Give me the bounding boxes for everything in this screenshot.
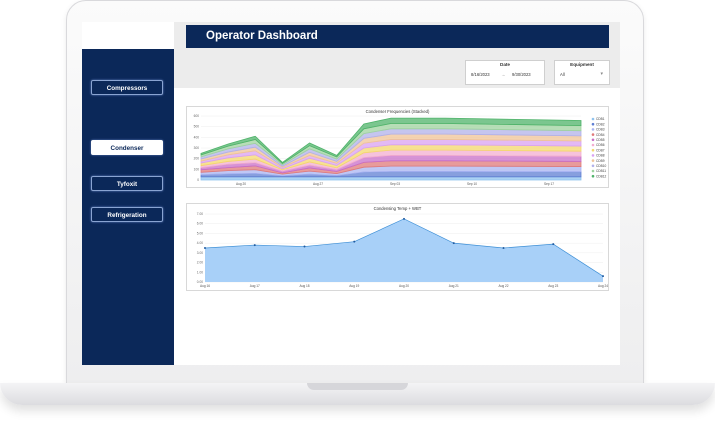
y-tick-label: 7.00 bbox=[197, 212, 203, 216]
data-point bbox=[552, 243, 555, 246]
x-tick-label: Aug 16 bbox=[200, 284, 210, 288]
y-tick-label: 0.00 bbox=[197, 280, 203, 284]
x-tick-label: Aug 19 bbox=[349, 284, 359, 288]
x-tick-label: Aug 21 bbox=[449, 284, 459, 288]
legend-swatch bbox=[591, 122, 595, 126]
y-tick-label: 600 bbox=[194, 114, 200, 118]
legend-label: CDB1 bbox=[596, 117, 605, 121]
date-range-arrow-icon: → bbox=[501, 72, 506, 77]
date-filter: Date 8/16/2023 → 9/30/2023 bbox=[465, 60, 545, 85]
data-point bbox=[253, 244, 256, 247]
legend-swatch bbox=[591, 164, 595, 168]
x-tick-label: Aug 22 bbox=[498, 284, 508, 288]
legend-swatch bbox=[591, 133, 595, 136]
legend-swatch bbox=[591, 169, 595, 173]
legend-label: CDB3 bbox=[596, 128, 605, 132]
legend-label: CDB9 bbox=[596, 159, 605, 163]
legend-label: CDB7 bbox=[596, 148, 605, 152]
y-tick-label: 0 bbox=[197, 178, 199, 182]
area-series-CDB12 bbox=[200, 117, 582, 164]
date-filter-label: Date bbox=[500, 62, 510, 67]
sidebar: Compressors Condenser Tyfoxit Refrigerat… bbox=[82, 49, 174, 365]
data-point bbox=[502, 247, 505, 249]
legend-label: CDB4 bbox=[596, 133, 605, 137]
x-tick-label: Sep 03 bbox=[390, 182, 400, 186]
y-tick-label: 300 bbox=[194, 146, 200, 150]
legend-label: CDB8 bbox=[596, 154, 605, 158]
y-tick-label: 5.00 bbox=[197, 231, 203, 235]
y-tick-label: 4.00 bbox=[197, 241, 203, 245]
y-tick-label: 200 bbox=[194, 157, 200, 161]
screen: Compressors Condenser Tyfoxit Refrigerat… bbox=[82, 22, 620, 365]
sidebar-item-condenser[interactable]: Condenser bbox=[91, 140, 163, 155]
legend-label: CDB2 bbox=[596, 122, 605, 126]
legend-label: CDB10 bbox=[596, 164, 607, 168]
legend-swatch bbox=[591, 148, 595, 152]
x-tick-label: Sep 10 bbox=[467, 182, 477, 186]
x-tick-label: Aug 24 bbox=[598, 284, 608, 288]
y-tick-label: 2.00 bbox=[197, 261, 203, 265]
sidebar-item-refrigeration[interactable]: Refrigeration bbox=[91, 207, 163, 222]
title-bar: Operator Dashboard bbox=[186, 25, 609, 48]
laptop-notch bbox=[307, 383, 408, 390]
area-chart-svg: 0.00 1.00 2.00 3.00 4.00 5.00 6.00 7.00 Aug 16 Au… bbox=[197, 212, 608, 288]
y-tick-label: 100 bbox=[194, 167, 200, 171]
date-start-input[interactable]: 8/16/2023 bbox=[471, 72, 490, 77]
condensing-temp-chart: Condensing Temp + WBT 0.00 1.00 2.00 3.00 4.… bbox=[186, 203, 609, 291]
stacked-frequency-chart: Condenser Frequencies (Stacked) 0 100 200 3… bbox=[186, 106, 609, 188]
y-tick-label: 3.00 bbox=[197, 251, 203, 255]
date-end-input[interactable]: 9/30/2023 bbox=[512, 72, 531, 77]
equipment-filter-label: Equipment bbox=[570, 62, 594, 67]
data-point bbox=[452, 242, 455, 245]
x-tick-label: Aug 23 bbox=[548, 284, 558, 288]
legend-swatch bbox=[591, 154, 595, 157]
x-tick-label: Aug 20 bbox=[236, 182, 246, 186]
legend-swatch bbox=[591, 128, 595, 131]
legend-swatch bbox=[591, 138, 595, 142]
legend-label: CDB12 bbox=[596, 174, 607, 178]
stacked-area-svg: 0 100 200 300 400 500 600 Aug 20 Aug 27 Sep 03 Sep… bbox=[194, 114, 607, 186]
legend-swatch bbox=[591, 117, 595, 121]
y-tick-label: 500 bbox=[194, 125, 200, 129]
area-fill bbox=[205, 218, 603, 282]
x-tick-label: Aug 17 bbox=[250, 284, 260, 288]
x-tick-label: Aug 20 bbox=[399, 284, 409, 288]
x-tick-label: Aug 27 bbox=[313, 182, 323, 186]
legend-swatch bbox=[591, 174, 595, 178]
chart-title: Condenser Frequencies (Stacked) bbox=[365, 109, 430, 114]
legend-swatch bbox=[591, 143, 595, 147]
y-tick-label: 400 bbox=[194, 135, 200, 139]
laptop-base bbox=[0, 383, 715, 405]
area-series-CDB1 bbox=[200, 176, 582, 181]
legend-label: CDB5 bbox=[596, 138, 605, 142]
chevron-down-icon[interactable]: ▾ bbox=[600, 71, 603, 77]
page-title: Operator Dashboard bbox=[206, 30, 318, 42]
equipment-select[interactable]: All bbox=[560, 72, 565, 77]
chart-title: Condensing Temp + WBT bbox=[373, 206, 422, 211]
y-tick-label: 1.00 bbox=[197, 270, 203, 274]
data-point bbox=[303, 245, 306, 248]
data-point bbox=[403, 217, 405, 220]
equipment-filter: Equipment All ▾ bbox=[554, 60, 610, 85]
legend-label: CDB6 bbox=[596, 143, 605, 147]
data-point bbox=[204, 247, 206, 249]
sidebar-item-tyfoxit[interactable]: Tyfoxit bbox=[91, 176, 163, 191]
data-point bbox=[353, 240, 356, 243]
y-tick-label: 6.00 bbox=[197, 222, 203, 226]
legend-label: CDB11 bbox=[596, 169, 606, 173]
x-tick-label: Sep 17 bbox=[544, 182, 554, 186]
sidebar-item-compressors[interactable]: Compressors bbox=[91, 80, 163, 95]
legend-swatch bbox=[591, 159, 595, 162]
data-point bbox=[602, 275, 604, 278]
x-tick-label: Aug 18 bbox=[299, 284, 309, 288]
